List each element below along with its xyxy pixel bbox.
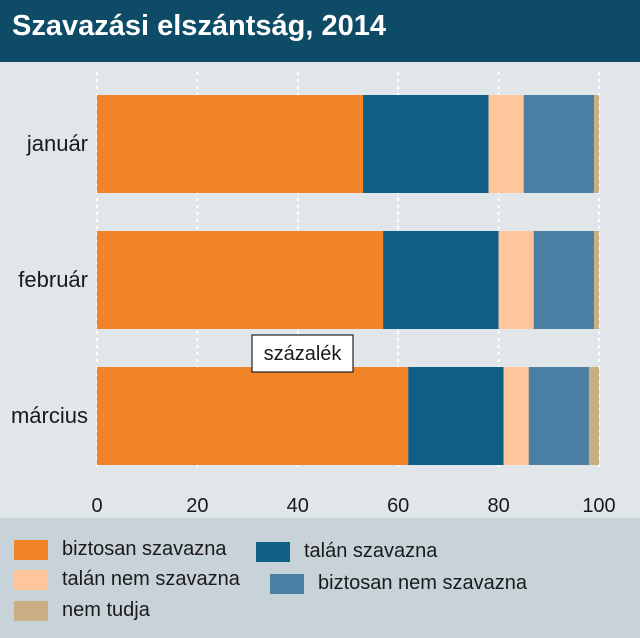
legend-item-biztosan-szavazna: biztosan szavazna — [14, 538, 227, 561]
x-axis-ticks: 0 20 40 60 80 100 — [91, 495, 615, 517]
bar-segment — [408, 367, 504, 465]
legend: biztosan szavazna talán szavazna talán n… — [0, 518, 640, 638]
bar-segment — [97, 231, 384, 329]
legend-label: talán szavazna — [304, 540, 438, 562]
unit-label: százalék — [264, 343, 343, 365]
legend-swatch — [270, 573, 304, 594]
tick-label: 40 — [287, 495, 309, 517]
legend-label: nem tudja — [62, 599, 150, 621]
tick-label: 80 — [487, 495, 509, 517]
tick-label: 0 — [91, 495, 102, 517]
category-label: március — [11, 403, 88, 428]
legend-swatch — [14, 539, 48, 560]
bar-segment — [363, 95, 489, 193]
bar-segment — [503, 367, 529, 465]
bar-segment — [528, 367, 589, 465]
bar-segment — [97, 367, 409, 465]
stacked-bar-chart: január február március 0 20 40 60 80 100 százal… — [11, 72, 616, 517]
category-labels: január február március — [11, 131, 88, 428]
bar-segment — [593, 231, 599, 329]
bar-segment — [498, 231, 534, 329]
category-label: február — [18, 267, 88, 292]
legend-item-nem-tudja: nem tudja — [14, 599, 150, 622]
legend-label: biztosan nem szavazna — [318, 572, 528, 594]
chart-header: Szavazási elszántság, 2014 — [0, 0, 640, 62]
bar-segment — [383, 231, 499, 329]
legend-swatch — [14, 569, 48, 590]
tick-label: 20 — [186, 495, 208, 517]
bar-segment — [593, 95, 599, 193]
bar-segment — [523, 95, 594, 193]
legend-item-biztosan-nem-szavazna: biztosan nem szavazna — [270, 572, 527, 595]
category-label: január — [26, 131, 88, 156]
legend-swatch — [256, 541, 290, 562]
unit-label-box: százalék — [251, 334, 354, 373]
legend-label: talán nem szavazna — [62, 568, 240, 590]
legend-item-talan-szavazna: talán szavazna — [256, 540, 437, 563]
legend-label: biztosan szavazna — [62, 538, 227, 560]
bar-segment — [588, 367, 599, 465]
tick-label: 100 — [582, 495, 615, 517]
bar-segment — [533, 231, 594, 329]
tick-label: 60 — [387, 495, 409, 517]
legend-swatch — [14, 600, 48, 621]
bars — [97, 95, 599, 465]
bar-segment — [97, 95, 364, 193]
chart-title: Szavazási elszántság, 2014 — [12, 10, 387, 42]
bar-segment — [488, 95, 524, 193]
legend-item-talan-nem-szavazna: talán nem szavazna — [14, 568, 240, 591]
